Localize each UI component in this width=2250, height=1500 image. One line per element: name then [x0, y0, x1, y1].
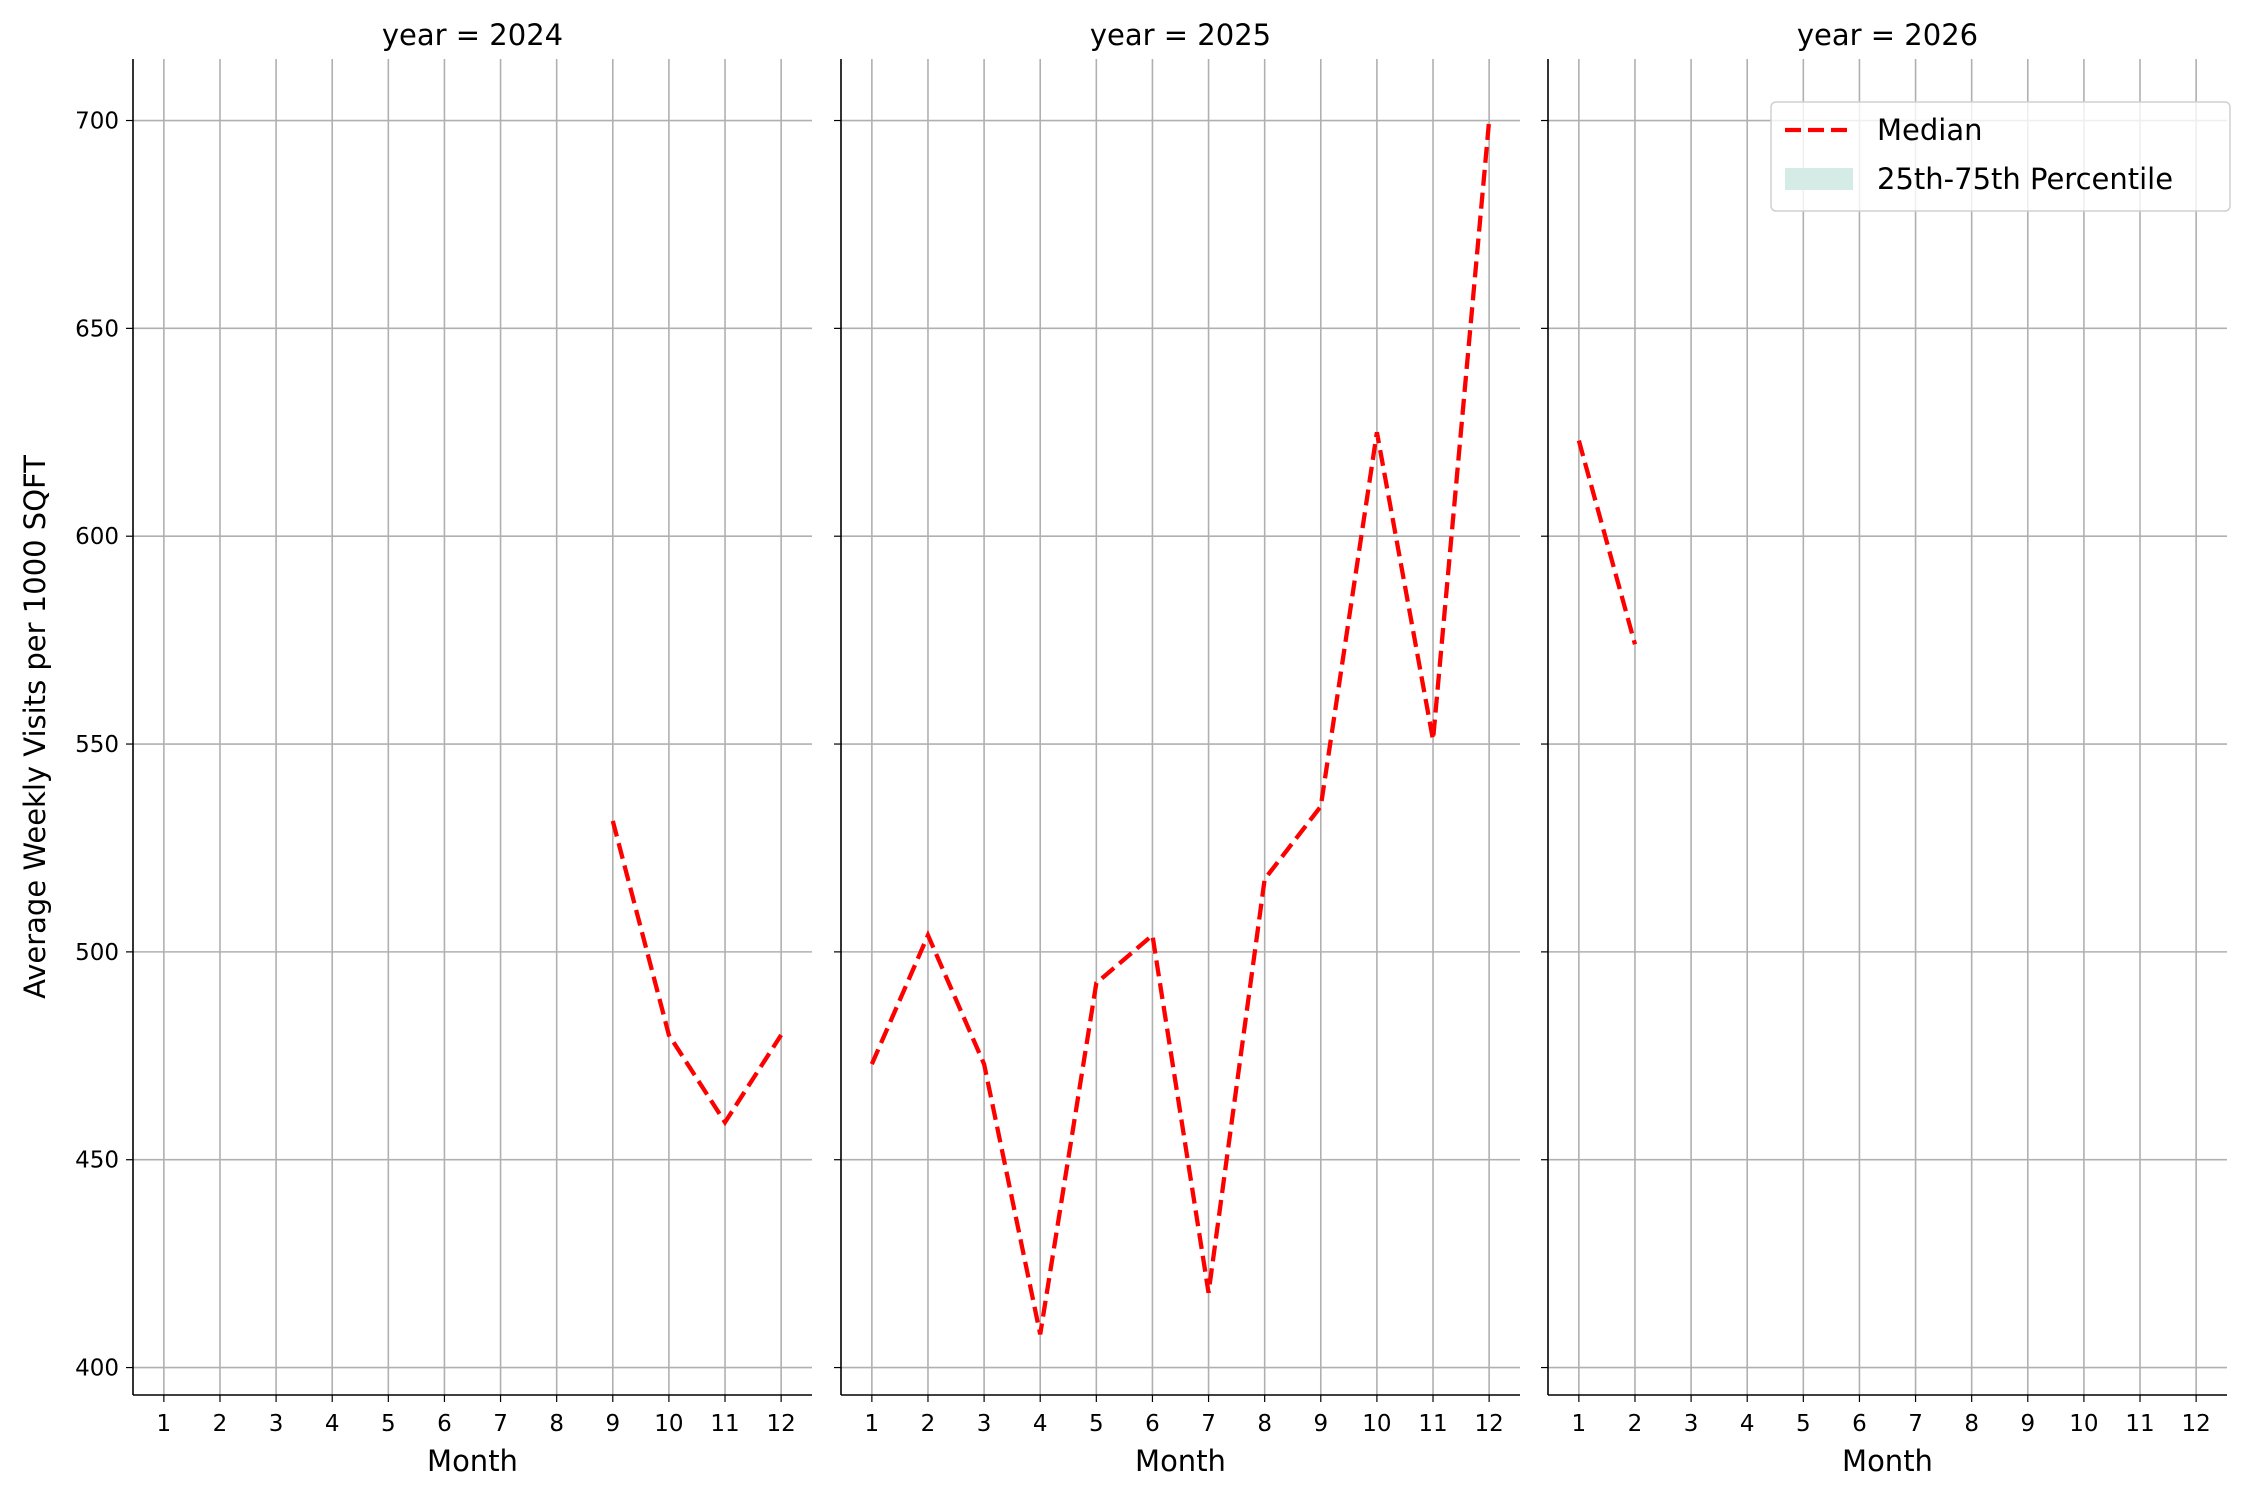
- x-tick-label: 2: [1628, 1411, 1643, 1437]
- x-tick-label: 1: [157, 1411, 172, 1437]
- x-tick-label: 7: [1201, 1411, 1216, 1437]
- x-tick-label: 8: [1964, 1411, 1979, 1437]
- x-tick-label: 11: [2125, 1411, 2154, 1437]
- x-tick-label: 12: [2181, 1411, 2210, 1437]
- legend-percentile-swatch: [1785, 168, 1853, 190]
- x-tick-label: 7: [1908, 1411, 1923, 1437]
- x-tick-label: 8: [549, 1411, 564, 1437]
- x-tick-label: 1: [1572, 1411, 1587, 1437]
- x-tick-label: 5: [1796, 1411, 1811, 1437]
- y-axis-label: Average Weekly Visits per 1000 SQFT: [18, 455, 52, 999]
- x-tick-label: 9: [1313, 1411, 1328, 1437]
- x-tick-label: 12: [766, 1411, 795, 1437]
- y-tick-label: 550: [75, 732, 119, 758]
- x-tick-label: 10: [654, 1411, 683, 1437]
- x-tick-label: 6: [1145, 1411, 1160, 1437]
- legend: Median 25th-75th Percentile: [1770, 101, 2231, 212]
- x-tick-label: 3: [1684, 1411, 1699, 1437]
- panel-0: 1 2 3 4 5 6 7 8 9 10 11 12400450500550600650700year…: [75, 18, 812, 1478]
- legend-box: [1770, 101, 2231, 212]
- legend-median-label: Median: [1877, 113, 1982, 147]
- y-tick-label: 400: [75, 1356, 119, 1382]
- x-tick-label: 11: [1418, 1411, 1447, 1437]
- y-tick-label: 700: [75, 109, 119, 135]
- x-tick-label: 4: [1740, 1411, 1755, 1437]
- panel-title: year = 2024: [382, 18, 563, 52]
- x-tick-label: 6: [1852, 1411, 1867, 1437]
- legend-percentile-label: 25th-75th Percentile: [1877, 162, 2173, 196]
- x-tick-label: 7: [493, 1411, 508, 1437]
- x-axis-label: Month: [427, 1444, 518, 1478]
- y-tick-label: 600: [75, 524, 119, 550]
- x-tick-label: 2: [921, 1411, 936, 1437]
- x-tick-label: 12: [1474, 1411, 1503, 1437]
- x-tick-label: 5: [381, 1411, 396, 1437]
- x-tick-label: 11: [710, 1411, 739, 1437]
- x-tick-label: 1: [865, 1411, 880, 1437]
- x-tick-label: 9: [605, 1411, 620, 1437]
- y-tick-label: 650: [75, 316, 119, 342]
- x-tick-label: 6: [437, 1411, 452, 1437]
- median-line: [869, 120, 1492, 1335]
- x-tick-label: 4: [1033, 1411, 1048, 1437]
- x-tick-label: 5: [1089, 1411, 1104, 1437]
- panel-title: year = 2026: [1797, 18, 1978, 52]
- x-tick-label: 2: [213, 1411, 228, 1437]
- x-tick-label: 3: [977, 1411, 992, 1437]
- x-tick-label: 8: [1257, 1411, 1272, 1437]
- x-tick-label: 3: [269, 1411, 284, 1437]
- panel-title: year = 2025: [1090, 18, 1271, 52]
- x-tick-label: 9: [2020, 1411, 2035, 1437]
- median-line: [610, 820, 783, 1127]
- x-tick-label: 10: [1362, 1411, 1391, 1437]
- x-tick-label: 4: [325, 1411, 340, 1437]
- median-line: [1576, 440, 1638, 645]
- x-axis-label: Month: [1842, 1444, 1933, 1478]
- x-axis-label: Month: [1135, 1444, 1226, 1478]
- y-tick-label: 500: [75, 940, 119, 966]
- x-tick-label: 10: [2069, 1411, 2098, 1437]
- y-tick-label: 450: [75, 1148, 119, 1174]
